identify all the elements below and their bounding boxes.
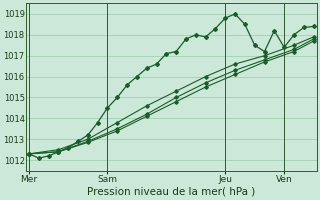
X-axis label: Pression niveau de la mer( hPa ): Pression niveau de la mer( hPa ) xyxy=(87,187,255,197)
